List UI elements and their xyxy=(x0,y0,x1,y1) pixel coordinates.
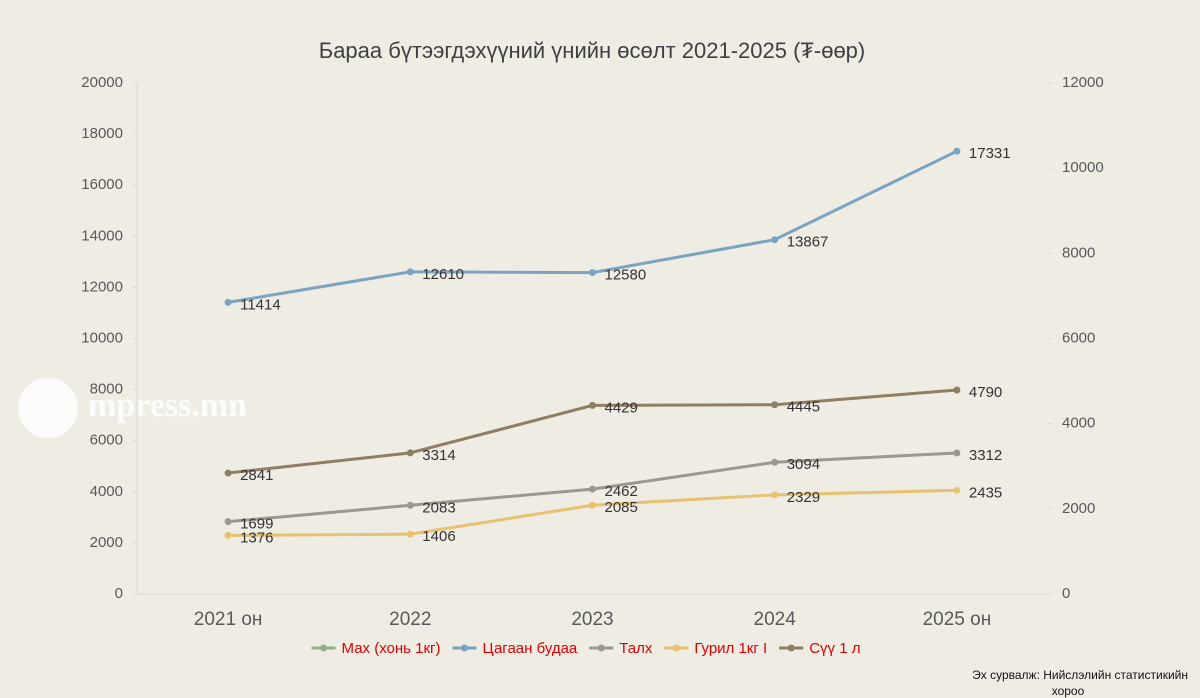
point xyxy=(953,449,961,457)
data-label: 2085 xyxy=(605,499,638,516)
x-tick-label: 2022 xyxy=(389,609,431,630)
y-tick-label: 4000 xyxy=(90,483,123,500)
data-label: 12610 xyxy=(422,266,464,283)
data-label: 2462 xyxy=(605,483,638,500)
source: Эх сурвалж: Нийслэлийн статистикийн xyxy=(972,668,1188,682)
data-label: 2083 xyxy=(422,499,455,516)
legend-marker xyxy=(672,644,680,652)
y2-tick-label: 12000 xyxy=(1062,74,1104,91)
y-tick-label: 20000 xyxy=(81,74,123,91)
watermark-text: mpress.mn xyxy=(88,387,247,424)
y-tick-label: 8000 xyxy=(90,381,123,398)
x-tick-label: 2025 он xyxy=(923,609,992,630)
y-tick-label: 18000 xyxy=(81,125,123,142)
point xyxy=(771,491,779,499)
legend-label: Сүү 1 л xyxy=(809,640,860,657)
point xyxy=(771,401,779,409)
point xyxy=(589,401,596,409)
source: хороо xyxy=(1052,684,1085,698)
data-label: 2329 xyxy=(787,489,820,506)
data-label: 1406 xyxy=(422,528,455,545)
data-label: 12580 xyxy=(605,267,647,284)
y-tick-label: 16000 xyxy=(81,176,123,193)
point xyxy=(771,458,779,466)
legend-label: Гурил 1кг I xyxy=(694,640,767,657)
y-tick-label: 0 xyxy=(115,585,123,602)
y2-tick-label: 10000 xyxy=(1062,159,1104,176)
point xyxy=(771,236,779,244)
legend-marker xyxy=(461,644,469,652)
point xyxy=(953,147,961,155)
y-tick-label: 12000 xyxy=(81,278,123,295)
y2-tick-label: 8000 xyxy=(1062,244,1095,261)
legend-marker xyxy=(597,644,605,652)
point xyxy=(406,449,414,457)
point xyxy=(406,501,414,509)
point xyxy=(953,486,961,494)
point xyxy=(224,469,232,477)
data-label: 11414 xyxy=(240,296,281,313)
data-label: 4790 xyxy=(969,384,1002,401)
point xyxy=(953,386,961,394)
y-tick-label: 6000 xyxy=(90,432,123,449)
data-label: 3312 xyxy=(969,447,1002,464)
point xyxy=(589,269,596,277)
legend-marker xyxy=(787,644,795,652)
data-label: 3094 xyxy=(787,456,820,473)
data-label: 17331 xyxy=(969,145,1011,162)
y2-tick-label: 4000 xyxy=(1062,415,1095,432)
y-tick-label: 10000 xyxy=(81,329,123,346)
point xyxy=(224,518,232,526)
legend-label: Цагаан будаа xyxy=(483,640,578,657)
chart-title: Бараа бүтээгдэхүүний үнийн өсөлт 2021-20… xyxy=(319,38,866,63)
x-tick-label: 2023 xyxy=(571,609,613,630)
y2-tick-label: 0 xyxy=(1062,585,1070,602)
data-label: 2841 xyxy=(240,467,273,484)
y-tick-label: 2000 xyxy=(90,534,123,551)
data-label: 4429 xyxy=(605,399,638,416)
y-tick-label: 14000 xyxy=(81,227,123,244)
point xyxy=(224,298,232,306)
data-label: 3314 xyxy=(422,447,455,464)
point xyxy=(406,530,414,538)
watermark-logo xyxy=(18,378,78,438)
legend-marker xyxy=(320,644,328,652)
legend-label: Мах (хонь 1кг) xyxy=(342,640,441,657)
y2-tick-label: 2000 xyxy=(1062,500,1095,517)
legend-label: Талх xyxy=(619,640,653,657)
y2-tick-label: 6000 xyxy=(1062,329,1095,346)
x-tick-label: 2021 он xyxy=(194,609,263,630)
point xyxy=(406,268,414,276)
data-label: 13867 xyxy=(787,234,829,251)
x-tick-label: 2024 xyxy=(754,609,797,630)
data-label: 1376 xyxy=(240,529,273,546)
data-label: 4445 xyxy=(787,399,820,416)
point xyxy=(589,501,596,509)
data-label: 1699 xyxy=(240,516,273,533)
data-label: 2435 xyxy=(969,484,1002,501)
point xyxy=(224,531,232,539)
watermark: mpress.mn xyxy=(18,378,247,438)
point xyxy=(589,485,596,493)
